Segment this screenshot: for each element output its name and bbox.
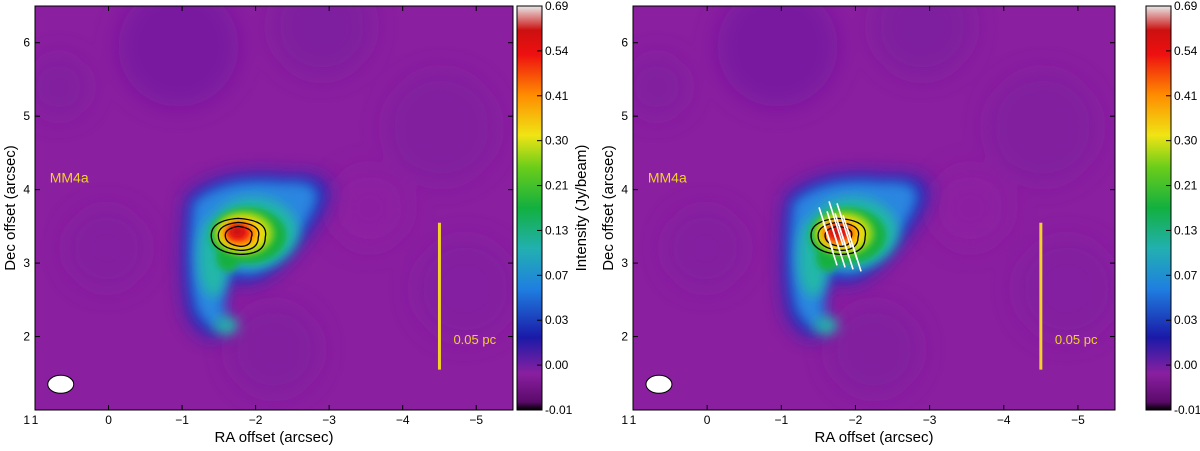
y-tick-label: 2 <box>23 330 30 344</box>
colorbar-tick-label: -0.01 <box>1174 403 1200 417</box>
polarization-vector <box>828 201 844 246</box>
colorbar-tick-label: 0.03 <box>545 313 569 327</box>
x-tick-label: −1 <box>175 413 189 427</box>
y-axis: 2 3 4 5 6 1 Dec offset (arcsec) <box>2 36 513 427</box>
source-label: MM4a <box>50 169 89 185</box>
x-tick-label: −5 <box>469 413 483 427</box>
y-tick-label: 3 <box>23 256 30 270</box>
scale-bar-label: 0.05 pc <box>1055 332 1098 347</box>
y-tick-label: 5 <box>23 109 30 123</box>
x-tick-label: −4 <box>396 413 410 427</box>
x-tick-label: 1 <box>630 413 637 427</box>
contour-level-2 <box>217 221 260 252</box>
colorbar-tick-label: 0.54 <box>1174 44 1198 58</box>
y-tick-label: 1 <box>23 413 30 427</box>
colorbar-tick-label: 0.07 <box>1174 268 1198 282</box>
y-axis: 2 3 4 5 6 1 Dec offset (arcsec) <box>600 36 1115 427</box>
polarization-vector <box>838 225 854 270</box>
colorbar-tick-label: 0.21 <box>545 179 569 193</box>
colorbar-gradient <box>516 5 543 411</box>
contour-level-2 <box>817 221 860 252</box>
colorbar: 0.69 0.54 0.41 0.30 0.21 0.13 0.07 0.03 0.00 -0.0… <box>1145 0 1200 417</box>
colorbar-tick-label: 0.54 <box>545 44 569 58</box>
polarization-vectors <box>818 201 862 272</box>
contours <box>210 217 267 256</box>
colorbar-tick-label: 0.03 <box>1174 313 1198 327</box>
colorbar-label: Intensity (Jy/beam) <box>573 145 590 272</box>
colorbar-tick-label: 0.21 <box>1174 179 1198 193</box>
contour-level-1 <box>210 217 267 256</box>
x-axis: 1 0 −1 −2 −3 −4 −5 RA offset (arcsec) <box>630 6 1085 446</box>
x-tick-label: −2 <box>849 413 863 427</box>
plot-frame <box>34 5 514 411</box>
x-tick-label: −4 <box>997 413 1011 427</box>
colorbar-gradient <box>1145 5 1172 411</box>
y-tick-label: 4 <box>23 183 30 197</box>
y-tick-label: 6 <box>23 36 30 50</box>
beam-ellipse <box>645 374 673 394</box>
x-tick-label: −5 <box>1071 413 1085 427</box>
colorbar-tick-label: 0.13 <box>545 223 569 237</box>
y-tick-label: 3 <box>621 256 628 270</box>
polarization-vector <box>830 223 846 268</box>
colorbar: 0.69 0.54 0.41 0.30 0.21 0.13 0.07 0.03 0.00 -0.0… <box>516 0 590 417</box>
x-axis-label: RA offset (arcsec) <box>215 429 334 446</box>
contour-level-1 <box>810 217 867 256</box>
x-tick-label: −2 <box>249 413 263 427</box>
plot-frame <box>632 5 1116 411</box>
x-tick-label: −1 <box>774 413 788 427</box>
x-axis-label: RA offset (arcsec) <box>815 429 934 446</box>
intensity-map <box>633 6 1115 410</box>
x-axis: 1 0 −1 −2 −3 −4 −5 RA offset (arcsec) <box>32 6 483 446</box>
x-tick-label: 0 <box>105 413 112 427</box>
polarization-vector <box>836 203 852 248</box>
x-tick-label: 1 <box>32 413 39 427</box>
source-label: MM4a <box>648 169 687 185</box>
polarization-vector <box>822 221 838 266</box>
y-tick-label: 1 <box>621 413 628 427</box>
colorbar-tick-label: -0.01 <box>545 403 573 417</box>
colorbar-tick-label: 0.00 <box>1174 358 1198 372</box>
beam-ellipse <box>47 374 75 394</box>
colorbar-tick-label: 0.00 <box>545 358 569 372</box>
colorbar-tick-label: 0.69 <box>545 0 569 13</box>
y-axis-label: Dec offset (arcsec) <box>2 145 19 271</box>
intensity-map <box>35 6 513 410</box>
colorbar-tick-label: 0.41 <box>545 89 569 103</box>
y-tick-label: 6 <box>621 36 628 50</box>
polarization-vector <box>846 227 862 272</box>
x-tick-label: 0 <box>704 413 711 427</box>
colorbar-tick-label: 0.30 <box>545 134 569 148</box>
colorbar-tick-label: 0.13 <box>1174 223 1198 237</box>
y-tick-label: 4 <box>621 183 628 197</box>
colorbar-tick-label: 0.30 <box>1174 134 1198 148</box>
scale-bar-label: 0.05 pc <box>453 332 496 347</box>
colorbar-tick-label: 0.41 <box>1174 89 1198 103</box>
y-tick-label: 2 <box>621 330 628 344</box>
contour-level-3 <box>224 225 253 248</box>
panel-1: MM4a 0.05 pc 1 0 −1 −2 −3 −4 −5 RA offset (arcsec… <box>2 0 590 446</box>
x-tick-label: −3 <box>923 413 937 427</box>
colorbar-tick-label: 0.07 <box>545 268 569 282</box>
panel-2: MM4a 0.05 pc 1 0 −1 −2 −3 −4 −5 RA offset (arcsec… <box>600 0 1200 446</box>
y-tick-label: 5 <box>621 109 628 123</box>
y-axis-label: Dec offset (arcsec) <box>600 145 617 271</box>
colorbar-tick-label: 0.69 <box>1174 0 1198 13</box>
x-tick-label: −3 <box>322 413 336 427</box>
